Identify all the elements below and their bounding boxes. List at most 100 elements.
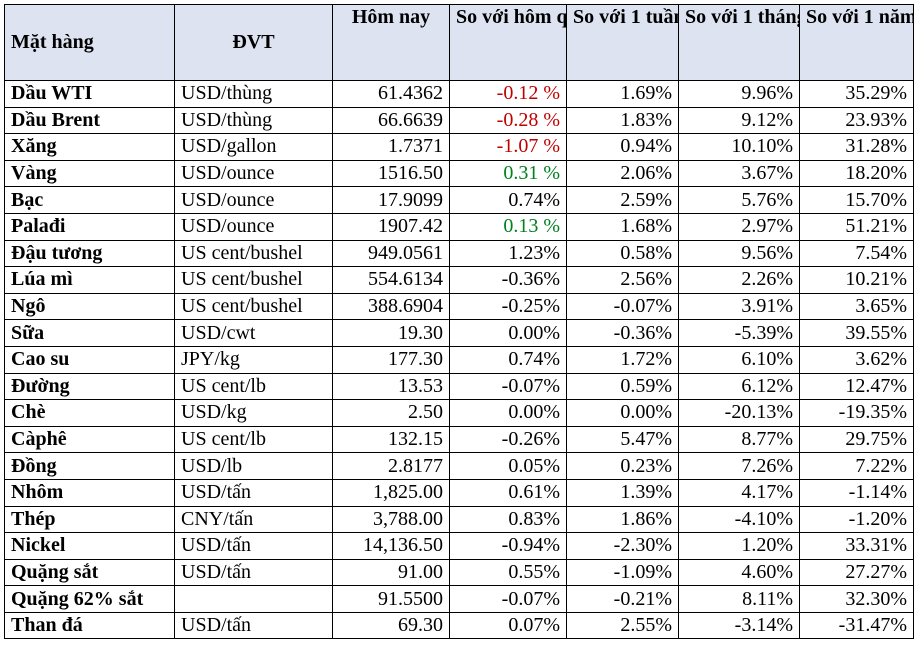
cell-today: 19.30 (332, 319, 450, 347)
cell-vs-yesterday: -0.07% (449, 585, 567, 613)
cell-vs-month: -3.14% (678, 611, 800, 640)
cell-vs-week: 2.55% (566, 611, 679, 640)
cell-today: 1.7371 (332, 133, 450, 161)
cell-item: Thép (4, 505, 175, 534)
cell-vs-yesterday: -0.94% (449, 532, 567, 560)
cell-item: Cao su (4, 345, 175, 374)
table-row: Than đá USD/tấn 69.30 0.07% 2.55% -3.14% -31.4… (4, 611, 914, 640)
cell-item: Ngô (4, 292, 175, 321)
header-unit: ĐVT (174, 4, 333, 81)
commodity-price-table: Mặt hàng ĐVT Hôm nay So với hôm qua So v… (4, 4, 914, 640)
cell-today: 14,136.50 (332, 532, 450, 560)
cell-vs-month: -5.39% (678, 319, 800, 347)
cell-item: Quặng sắt (4, 558, 175, 587)
cell-vs-week: -2.30% (566, 532, 679, 560)
cell-vs-week: 1.86% (566, 505, 679, 534)
table-row: Dầu Brent USD/thùng 66.6639 -0.28 % 1.83% 9.1… (4, 106, 914, 135)
cell-vs-yesterday: -0.07% (449, 372, 567, 401)
cell-item: Palađi (4, 212, 175, 241)
cell-vs-yesterday: 0.83% (449, 505, 567, 534)
cell-item: Than đá (4, 611, 175, 640)
cell-vs-month: 5.76% (678, 186, 800, 214)
cell-unit: USD/ounce (174, 186, 333, 214)
cell-item: Nhôm (4, 478, 175, 507)
cell-today: 1,825.00 (332, 478, 450, 507)
cell-unit: US cent/bushel (174, 266, 333, 294)
table-row: Dầu WTI USD/thùng 61.4362 -0.12 % 1.69% 9.96%… (4, 80, 914, 108)
cell-vs-week: 2.56% (566, 266, 679, 294)
cell-vs-yesterday: 0.00% (449, 399, 567, 427)
table-row: Đồng USD/lb 2.8177 0.05% 0.23% 7.26% 7.22% (4, 452, 914, 480)
table-row: Ngô US cent/bushel 388.6904 -0.25% -0.07% 3.9… (4, 292, 914, 321)
cell-vs-week: 2.59% (566, 186, 679, 214)
cell-unit: USD/thùng (174, 80, 333, 108)
cell-vs-yesterday: 0.13 % (449, 212, 567, 241)
cell-today: 388.6904 (332, 292, 450, 321)
cell-vs-year: 15.70% (799, 186, 914, 214)
header-vs-month: So với 1 tháng trước (678, 4, 800, 81)
cell-vs-week: -0.36% (566, 319, 679, 347)
cell-today: 132.15 (332, 425, 450, 454)
cell-today: 2.8177 (332, 452, 450, 480)
cell-item: Lúa mì (4, 266, 175, 294)
cell-unit: US cent/bushel (174, 292, 333, 321)
cell-unit: USD/thùng (174, 106, 333, 135)
cell-today: 177.30 (332, 345, 450, 374)
cell-unit: US cent/lb (174, 372, 333, 401)
cell-vs-month: 6.12% (678, 372, 800, 401)
cell-vs-yesterday: 0.07% (449, 611, 567, 640)
table-body: Dầu WTI USD/thùng 61.4362 -0.12 % 1.69% 9.96%… (4, 80, 914, 640)
cell-item: Đồng (4, 452, 175, 480)
cell-vs-year: 23.93% (799, 106, 914, 135)
table-row: Quặng sắt USD/tấn 91.00 0.55% -1.09% 4.60% 27.… (4, 558, 914, 587)
cell-vs-month: -4.10% (678, 505, 800, 534)
cell-item: Nickel (4, 532, 175, 560)
cell-item: Quặng 62% sắt (4, 585, 175, 613)
header-vs-yesterday: So với hôm qua (449, 4, 567, 81)
cell-vs-year: 29.75% (799, 425, 914, 454)
table-row: Thép CNY/tấn 3,788.00 0.83% 1.86% -4.10% -1.20… (4, 505, 914, 534)
cell-vs-month: 8.11% (678, 585, 800, 613)
cell-vs-week: 0.23% (566, 452, 679, 480)
cell-vs-yesterday: -1.07 % (449, 133, 567, 161)
cell-unit: USD/tấn (174, 611, 333, 640)
cell-item: Chè (4, 399, 175, 427)
table-row: Nhôm USD/tấn 1,825.00 0.61% 1.39% 4.17% -1.14% (4, 478, 914, 507)
cell-vs-week: -0.21% (566, 585, 679, 613)
cell-unit: USD/cwt (174, 319, 333, 347)
cell-today: 1516.50 (332, 159, 450, 188)
cell-vs-yesterday: -0.36% (449, 266, 567, 294)
cell-unit: JPY/kg (174, 345, 333, 374)
table-row: Chè USD/kg 2.50 0.00% 0.00% -20.13% -19.35% (4, 399, 914, 427)
cell-item: Vàng (4, 159, 175, 188)
cell-item: Đậu tương (4, 239, 175, 268)
cell-vs-year: 33.31% (799, 532, 914, 560)
cell-item: Càphê (4, 425, 175, 454)
cell-vs-month: 3.67% (678, 159, 800, 188)
table-row: Đường US cent/lb 13.53 -0.07% 0.59% 6.12% 12.4… (4, 372, 914, 401)
cell-vs-year: 39.55% (799, 319, 914, 347)
cell-vs-week: 0.00% (566, 399, 679, 427)
cell-vs-year: 7.22% (799, 452, 914, 480)
cell-unit: USD/tấn (174, 558, 333, 587)
cell-unit: US cent/bushel (174, 239, 333, 268)
cell-vs-week: 1.69% (566, 80, 679, 108)
cell-today: 2.50 (332, 399, 450, 427)
cell-unit: USD/tấn (174, 532, 333, 560)
cell-vs-month: 3.91% (678, 292, 800, 321)
cell-vs-week: 1.72% (566, 345, 679, 374)
cell-vs-week: -0.07% (566, 292, 679, 321)
cell-vs-year: 3.65% (799, 292, 914, 321)
cell-vs-yesterday: 0.31 % (449, 159, 567, 188)
cell-vs-year: 18.20% (799, 159, 914, 188)
cell-vs-yesterday: 0.61% (449, 478, 567, 507)
cell-vs-yesterday: -0.25% (449, 292, 567, 321)
cell-vs-year: 35.29% (799, 80, 914, 108)
cell-vs-week: 1.68% (566, 212, 679, 241)
cell-today: 91.00 (332, 558, 450, 587)
cell-vs-year: 31.28% (799, 133, 914, 161)
cell-vs-week: 5.47% (566, 425, 679, 454)
cell-vs-yesterday: 0.05% (449, 452, 567, 480)
cell-today: 949.0561 (332, 239, 450, 268)
cell-today: 13.53 (332, 372, 450, 401)
